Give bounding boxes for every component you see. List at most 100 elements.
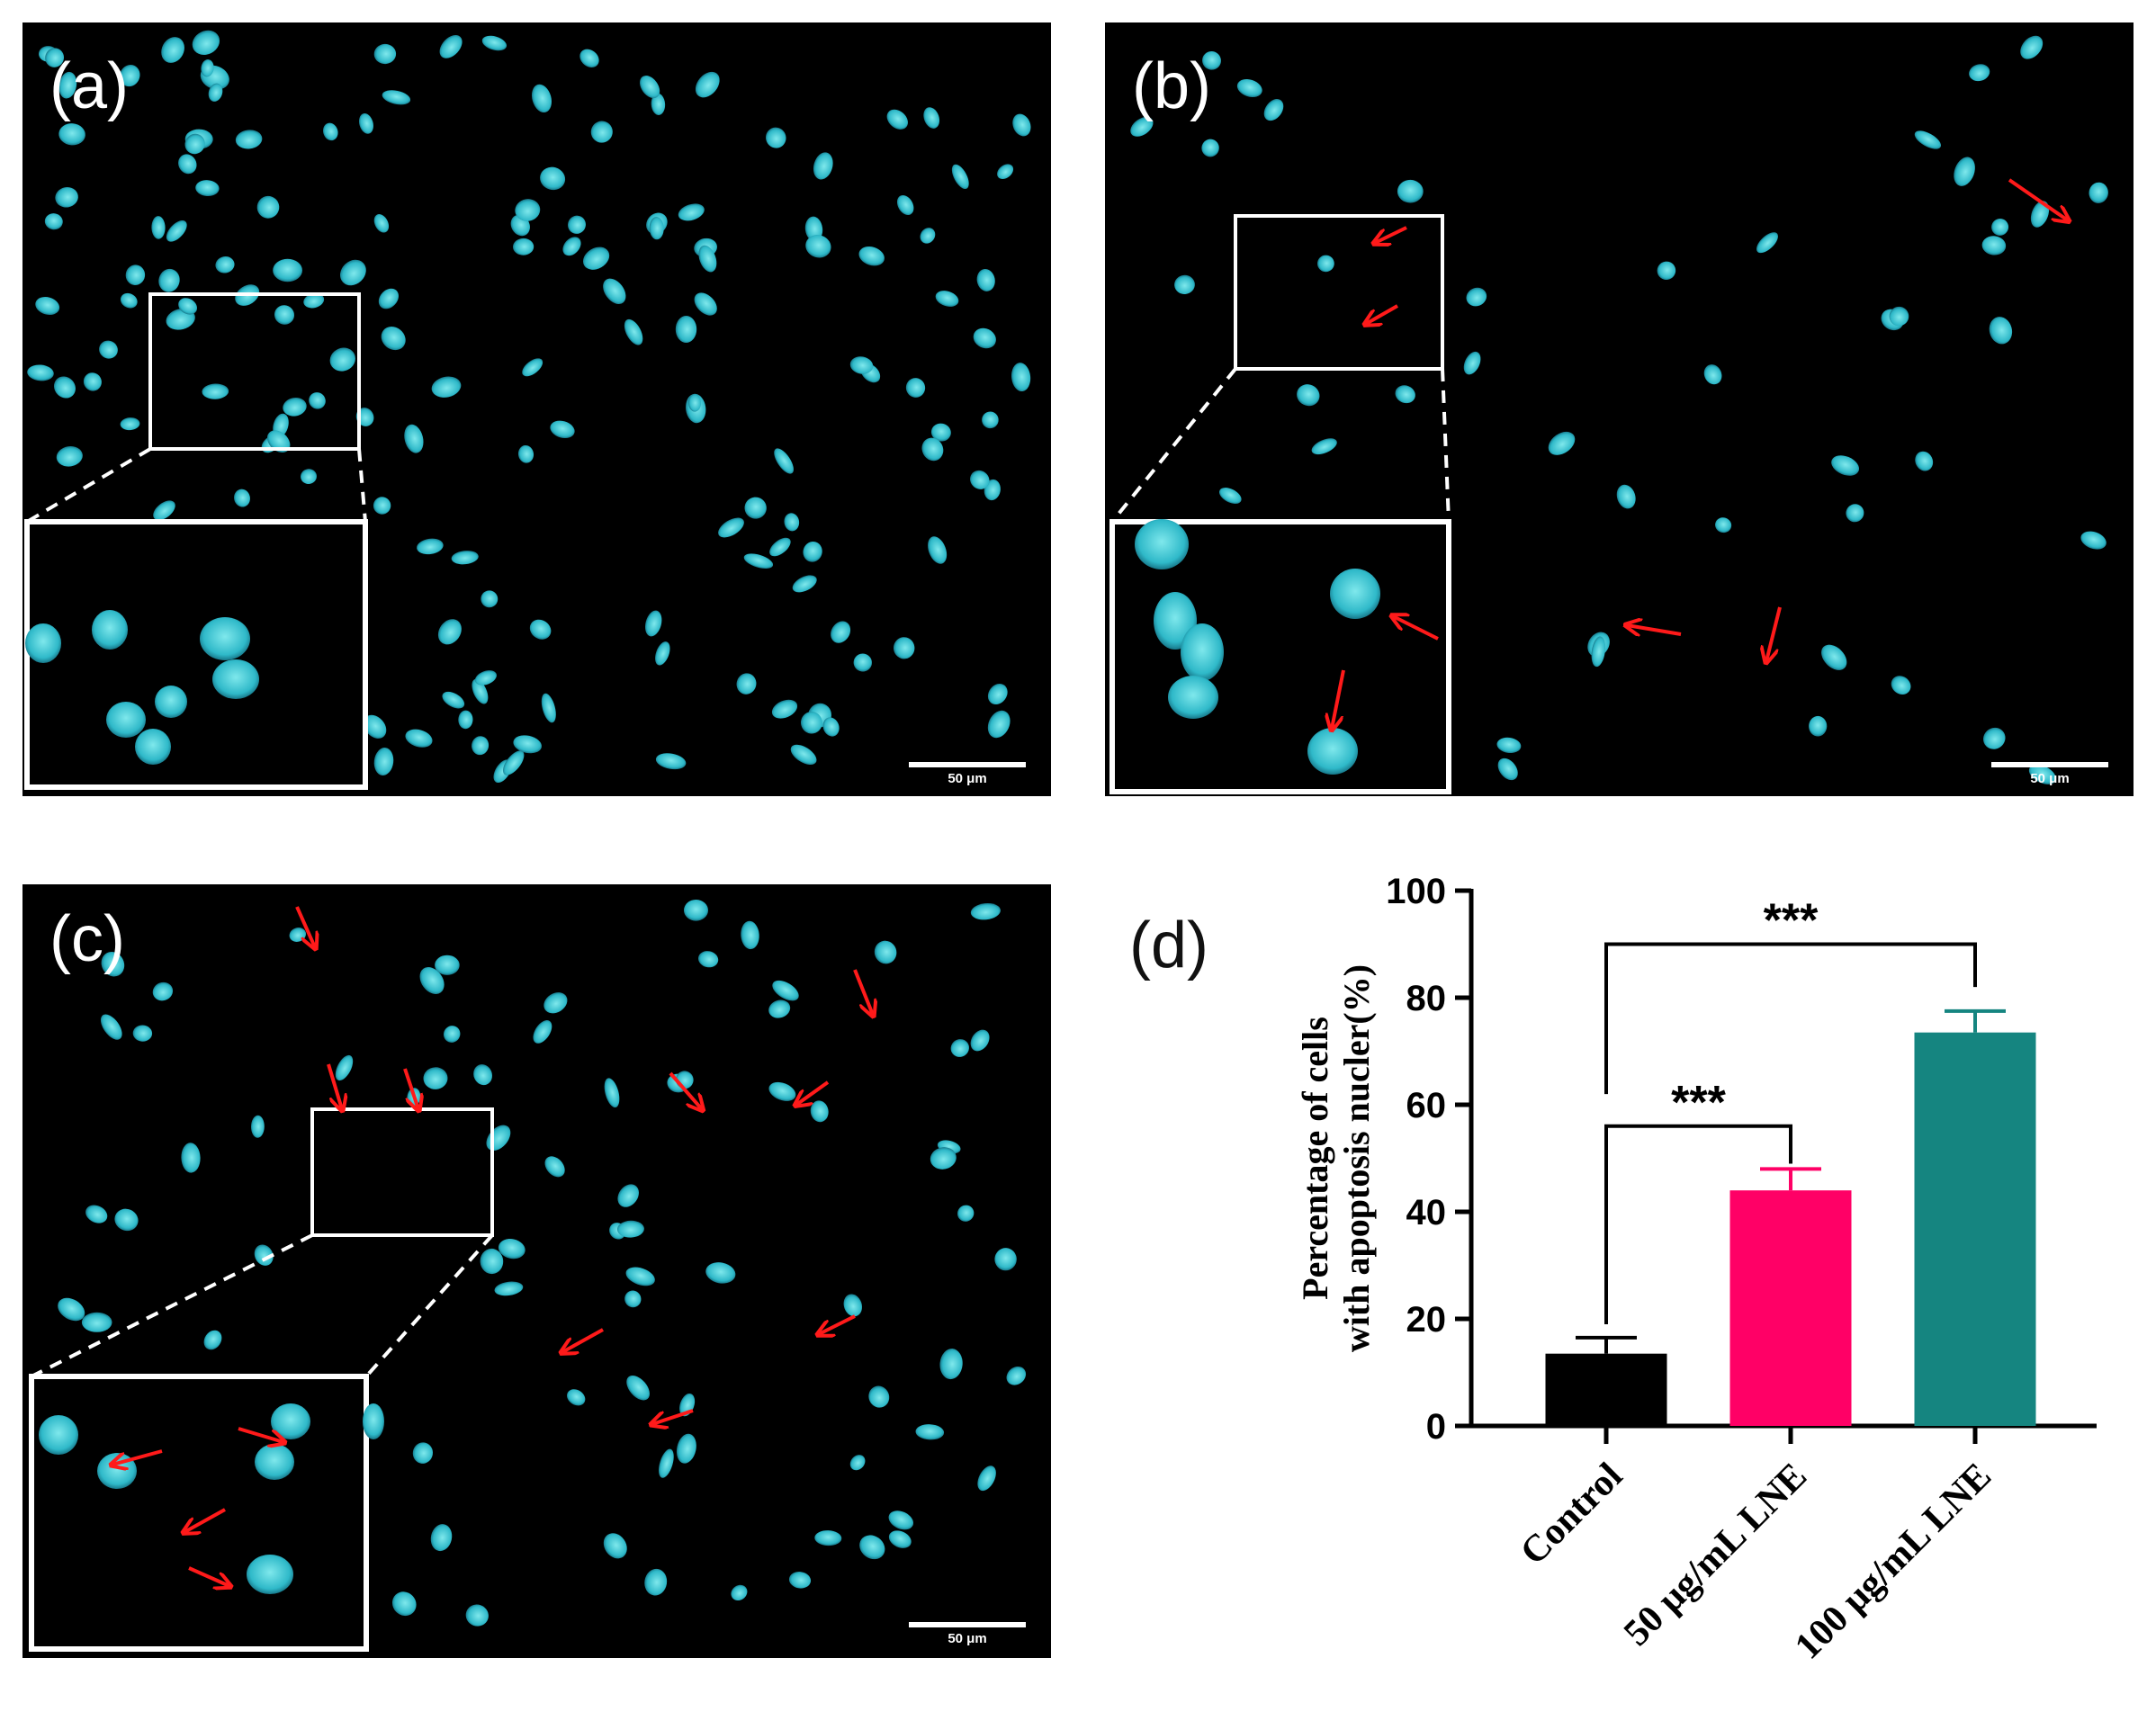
panel-label-a: (a) <box>49 50 129 122</box>
micrograph-panel-a: (a) 50 μm <box>22 22 1051 796</box>
cell-nucleus <box>481 35 508 51</box>
cell-nucleus <box>928 536 948 564</box>
panel-label-d: (d) <box>1129 910 1208 981</box>
cell-nucleus <box>624 1290 642 1308</box>
cell-nucleus <box>562 237 581 256</box>
scale-bar-c <box>909 1622 1026 1627</box>
cell-nucleus <box>640 76 660 99</box>
cell-nucleus <box>274 305 295 325</box>
cell-nucleus <box>99 340 118 359</box>
cell-nucleus <box>178 154 197 175</box>
zoom-region-box <box>310 1107 494 1237</box>
cell-nucleus <box>649 217 664 240</box>
cell-nucleus <box>2020 35 2044 59</box>
y-axis-label: Percentage of cellswith apoptosis nucler… <box>1295 964 1377 1352</box>
cell-nucleus <box>718 517 744 538</box>
cell-nucleus <box>1012 113 1031 137</box>
cell-nucleus <box>550 420 575 439</box>
scale-label-b: 50 μm <box>2030 771 2070 786</box>
cell-nucleus <box>55 187 78 208</box>
micrograph-c-image <box>29 899 1027 1652</box>
zoom-connector <box>364 1233 494 1378</box>
apoptosis-arrow <box>669 1071 702 1109</box>
cell-nucleus <box>515 199 541 221</box>
cell-nucleus <box>1846 504 1864 523</box>
cell-nucleus <box>125 264 146 285</box>
cell-nucleus <box>178 298 198 315</box>
cell-nucleus <box>987 710 1011 739</box>
cell-nucleus <box>25 623 61 663</box>
significance-label: *** <box>1764 895 1819 947</box>
cell-nucleus <box>540 166 566 191</box>
cell-nucleus <box>1703 364 1722 385</box>
cell-nucleus <box>849 356 874 374</box>
cell-nucleus <box>1263 99 1284 121</box>
zoom-region-box <box>1234 214 1444 371</box>
apoptosis-arrow <box>238 1427 283 1442</box>
cell-nucleus <box>373 43 397 65</box>
cell-nucleus <box>502 750 525 775</box>
cell-nucleus <box>731 1584 748 1601</box>
apoptosis-arrow <box>1332 669 1345 729</box>
cell-nucleus <box>513 238 535 255</box>
cell-nucleus <box>678 203 705 221</box>
apoptosis-arrow <box>652 1409 694 1424</box>
cell-nucleus <box>85 1205 108 1223</box>
cell-nucleus <box>1297 384 1320 407</box>
cell-nucleus <box>255 1444 294 1480</box>
cell-nucleus <box>800 712 822 734</box>
cell-nucleus <box>853 653 872 672</box>
cell-nucleus <box>1821 644 1847 670</box>
cell-nucleus <box>997 164 1014 180</box>
cell-nucleus <box>412 1442 434 1464</box>
cell-nucleus <box>1756 232 1778 254</box>
scale-label-a: 50 μm <box>948 771 987 786</box>
cell-nucleus <box>363 1403 384 1439</box>
cell-nucleus <box>772 980 799 1001</box>
cell-nucleus <box>2089 182 2108 203</box>
cell-nucleus <box>522 358 543 377</box>
significance-label: *** <box>1671 1077 1726 1129</box>
cell-nucleus <box>582 246 610 270</box>
cell-nucleus <box>472 736 490 756</box>
cell-nucleus <box>1006 1366 1027 1385</box>
cell-nucleus <box>405 729 433 748</box>
cell-nucleus <box>790 744 817 766</box>
cell-nucleus <box>152 981 174 1001</box>
bar-chart-d: 0 20 40 60 80 100 Percentage of cellswith apop… <box>1295 872 2097 1668</box>
cell-nucleus <box>617 1184 640 1207</box>
cell-nucleus <box>1831 455 1860 476</box>
micrograph-panel-b: (b) 50 μm <box>1105 22 2134 796</box>
cell-nucleus <box>676 1433 696 1464</box>
cell-nucleus <box>1218 488 1242 504</box>
cell-nucleus <box>431 376 462 398</box>
cell-nucleus <box>1397 179 1424 203</box>
cell-nucleus <box>603 1533 627 1559</box>
cell-nucleus <box>335 1054 354 1081</box>
cell-nucleus <box>58 71 77 99</box>
cell-nucleus <box>697 951 719 968</box>
cell-nucleus <box>659 1448 674 1478</box>
cell-nucleus <box>35 297 60 315</box>
cell-nucleus <box>1715 517 1732 533</box>
scale-bar-a <box>909 762 1026 767</box>
cell-nucleus <box>271 1403 310 1439</box>
cell-nucleus <box>1130 117 1154 137</box>
cell-nucleus <box>2028 764 2056 784</box>
cell-nucleus <box>987 683 1008 705</box>
cell-nucleus <box>529 619 552 640</box>
zoom-connector <box>357 448 367 523</box>
y-axis-label-line2: with apoptosis nucler(%) <box>1336 964 1377 1352</box>
cell-nucleus <box>100 1014 122 1040</box>
cell-nucleus <box>1591 636 1606 668</box>
cell-nucleus <box>135 729 171 765</box>
cell-nucleus <box>684 899 708 921</box>
cell-nucleus <box>2030 201 2050 228</box>
x-tick-label: 100 μg/mL LNE <box>1787 1456 1999 1668</box>
scale-bar-b <box>1991 762 2108 767</box>
cell-nucleus <box>687 394 702 412</box>
cell-nucleus <box>120 417 140 431</box>
apoptosis-arrow <box>562 1328 604 1352</box>
apoptosis-arrow <box>819 1314 856 1334</box>
cell-nucleus <box>419 967 445 994</box>
